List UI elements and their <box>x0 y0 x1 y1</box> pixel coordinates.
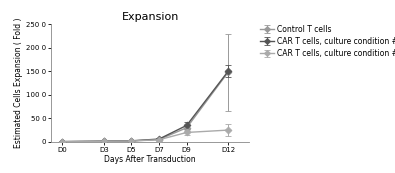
X-axis label: Days After Transduction: Days After Transduction <box>104 156 196 165</box>
Title: Expansion: Expansion <box>121 12 179 22</box>
Y-axis label: Estimated Cells Expansion ( Fold ): Estimated Cells Expansion ( Fold ) <box>15 18 23 148</box>
Legend: Control T cells, CAR T cells, culture condition #1, CAR T cells, culture conditi: Control T cells, CAR T cells, culture co… <box>257 22 395 61</box>
